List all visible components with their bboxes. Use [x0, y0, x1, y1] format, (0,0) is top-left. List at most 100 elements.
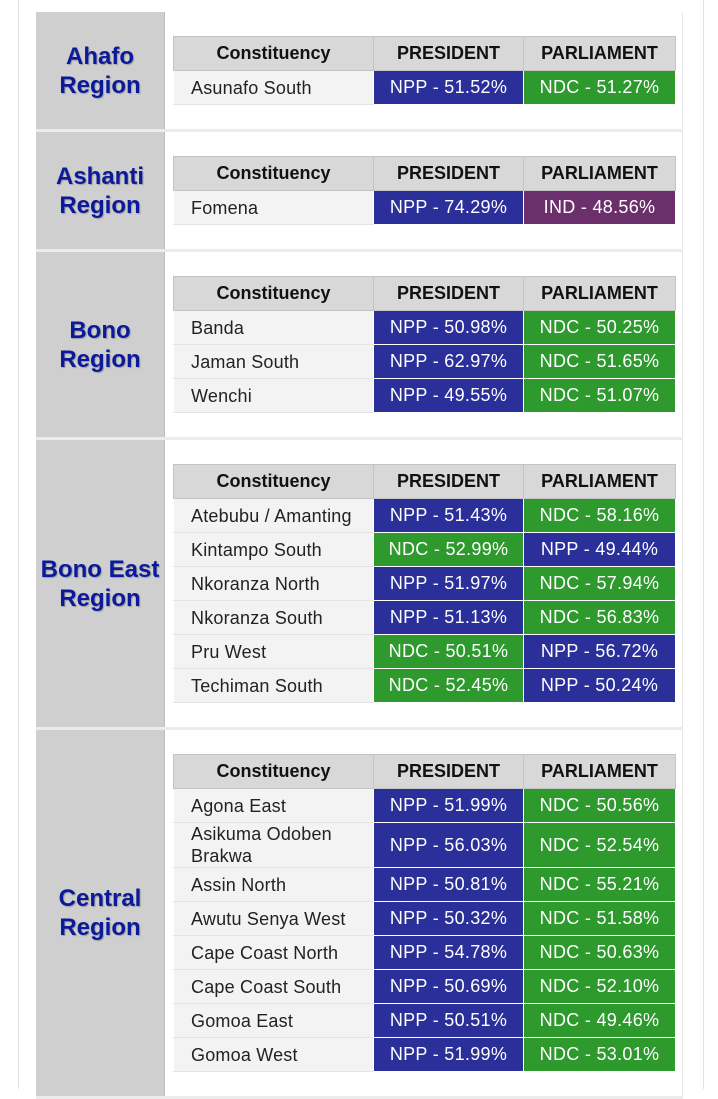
header-parliament: PARLIAMENT [523, 754, 676, 789]
parliament-result: IND - 48.56% [523, 190, 676, 225]
president-result: NDC - 52.45% [373, 668, 524, 703]
region-name: Bono Region [36, 252, 165, 437]
header-constituency: Constituency [173, 276, 374, 311]
constituency-results-table: Constituency PRESIDENT PARLIAMENT Agona Eas… [173, 754, 676, 1072]
header-constituency: Constituency [173, 156, 374, 191]
parliament-result: NDC - 58.16% [523, 498, 676, 533]
parliament-result: NDC - 51.65% [523, 344, 676, 379]
table-row: Nkoranza South NPP - 51.13% NDC - 56.83% [173, 600, 676, 635]
region-results: Constituency PRESIDENT PARLIAMENT Banda NPP … [165, 252, 683, 437]
president-result: NPP - 50.69% [373, 969, 524, 1004]
parliament-result: NDC - 57.94% [523, 566, 676, 601]
region-results: Constituency PRESIDENT PARLIAMENT Asunafo S… [165, 12, 683, 129]
president-result: NPP - 50.98% [373, 310, 524, 345]
header-parliament: PARLIAMENT [523, 276, 676, 311]
header-president: PRESIDENT [373, 276, 524, 311]
parliament-result: NPP - 56.72% [523, 634, 676, 669]
parliament-result: NDC - 52.54% [523, 822, 676, 868]
table-row: Awutu Senya West NPP - 50.32% NDC - 51.58% [173, 901, 676, 936]
constituency-results-table: Constituency PRESIDENT PARLIAMENT Banda NPP … [173, 276, 676, 413]
table-row: Kintampo South NDC - 52.99% NPP - 49.44% [173, 532, 676, 567]
table-header-row: Constituency PRESIDENT PARLIAMENT [173, 754, 676, 789]
parliament-result: NDC - 50.25% [523, 310, 676, 345]
region-row: Bono East Region Constituency PRESIDENT PAR… [36, 440, 683, 730]
president-result: NPP - 49.55% [373, 378, 524, 413]
parliament-result: NDC - 51.27% [523, 70, 676, 105]
header-parliament: PARLIAMENT [523, 36, 676, 71]
region-row: Bono Region Constituency PRESIDENT PARLIAME… [36, 252, 683, 440]
constituency-name: Asunafo South [173, 70, 374, 105]
president-result: NPP - 50.81% [373, 867, 524, 902]
table-row: Nkoranza North NPP - 51.97% NDC - 57.94% [173, 566, 676, 601]
president-result: NPP - 50.32% [373, 901, 524, 936]
table-header-row: Constituency PRESIDENT PARLIAMENT [173, 156, 676, 191]
parliament-result: NDC - 49.46% [523, 1003, 676, 1038]
table-row: Wenchi NPP - 49.55% NDC - 51.07% [173, 378, 676, 413]
president-result: NPP - 54.78% [373, 935, 524, 970]
constituency-name: Jaman South [173, 344, 374, 379]
constituency-name: Wenchi [173, 378, 374, 413]
parliament-result: NDC - 51.07% [523, 378, 676, 413]
constituency-name: Assin North [173, 867, 374, 902]
header-constituency: Constituency [173, 36, 374, 71]
constituency-name: Atebubu / Amanting [173, 498, 374, 533]
president-result: NPP - 51.43% [373, 498, 524, 533]
constituency-name: Nkoranza North [173, 566, 374, 601]
region-row: Ahafo Region Constituency PRESIDENT PARLIAM… [36, 12, 683, 132]
president-result: NPP - 50.51% [373, 1003, 524, 1038]
parliament-result: NPP - 50.24% [523, 668, 676, 703]
constituency-results-table: Constituency PRESIDENT PARLIAMENT Atebubu /… [173, 464, 676, 703]
header-constituency: Constituency [173, 754, 374, 789]
constituency-name: Awutu Senya West [173, 901, 374, 936]
header-parliament: PARLIAMENT [523, 156, 676, 191]
header-parliament: PARLIAMENT [523, 464, 676, 499]
region-row: Ashanti Region Constituency PRESIDENT PARLI… [36, 132, 683, 252]
constituency-name: Cape Coast South [173, 969, 374, 1004]
table-row: Fomena NPP - 74.29% IND - 48.56% [173, 190, 676, 225]
header-president: PRESIDENT [373, 464, 524, 499]
table-row: Gomoa West NPP - 51.99% NDC - 53.01% [173, 1037, 676, 1072]
region-name: Ashanti Region [36, 132, 165, 249]
table-row: Asikuma Odoben Brakwa NPP - 56.03% NDC - 5… [173, 822, 676, 868]
constituency-name: Agona East [173, 788, 374, 823]
president-result: NPP - 74.29% [373, 190, 524, 225]
president-result: NPP - 62.97% [373, 344, 524, 379]
table-row: Agona East NPP - 51.99% NDC - 50.56% [173, 788, 676, 823]
parliament-result: NDC - 51.58% [523, 901, 676, 936]
table-header-row: Constituency PRESIDENT PARLIAMENT [173, 276, 676, 311]
table-row: Asunafo South NPP - 51.52% NDC - 51.27% [173, 70, 676, 105]
table-header-row: Constituency PRESIDENT PARLIAMENT [173, 36, 676, 71]
table-row: Gomoa East NPP - 50.51% NDC - 49.46% [173, 1003, 676, 1038]
constituency-name: Nkoranza South [173, 600, 374, 635]
parliament-result: NDC - 56.83% [523, 600, 676, 635]
region-row: Central Region Constituency PRESIDENT PARLI… [36, 730, 683, 1099]
constituency-results-table: Constituency PRESIDENT PARLIAMENT Asunafo S… [173, 36, 676, 105]
region-results: Constituency PRESIDENT PARLIAMENT Fomena NPP… [165, 132, 683, 249]
constituency-name: Asikuma Odoben Brakwa [173, 822, 374, 868]
parliament-result: NDC - 55.21% [523, 867, 676, 902]
header-constituency: Constituency [173, 464, 374, 499]
region-results: Constituency PRESIDENT PARLIAMENT Agona Eas… [165, 730, 683, 1096]
region-name: Ahafo Region [36, 12, 165, 129]
president-result: NPP - 51.13% [373, 600, 524, 635]
table-row: Cape Coast South NPP - 50.69% NDC - 52.10% [173, 969, 676, 1004]
region-name: Central Region [36, 730, 165, 1096]
parliament-result: NPP - 49.44% [523, 532, 676, 567]
president-result: NPP - 56.03% [373, 822, 524, 868]
constituency-name: Banda [173, 310, 374, 345]
table-row: Pru West NDC - 50.51% NPP - 56.72% [173, 634, 676, 669]
president-result: NPP - 51.52% [373, 70, 524, 105]
region-results: Constituency PRESIDENT PARLIAMENT Atebubu /… [165, 440, 683, 727]
parliament-result: NDC - 53.01% [523, 1037, 676, 1072]
parliament-result: NDC - 50.63% [523, 935, 676, 970]
header-president: PRESIDENT [373, 156, 524, 191]
constituency-name: Techiman South [173, 668, 374, 703]
president-result: NDC - 50.51% [373, 634, 524, 669]
constituency-name: Pru West [173, 634, 374, 669]
results-by-region-table: Ahafo Region Constituency PRESIDENT PARLIAM… [36, 12, 683, 1099]
constituency-name: Kintampo South [173, 532, 374, 567]
table-row: Techiman South NDC - 52.45% NPP - 50.24% [173, 668, 676, 703]
constituency-results-table: Constituency PRESIDENT PARLIAMENT Fomena NPP… [173, 156, 676, 225]
president-result: NPP - 51.99% [373, 788, 524, 823]
president-result: NPP - 51.99% [373, 1037, 524, 1072]
